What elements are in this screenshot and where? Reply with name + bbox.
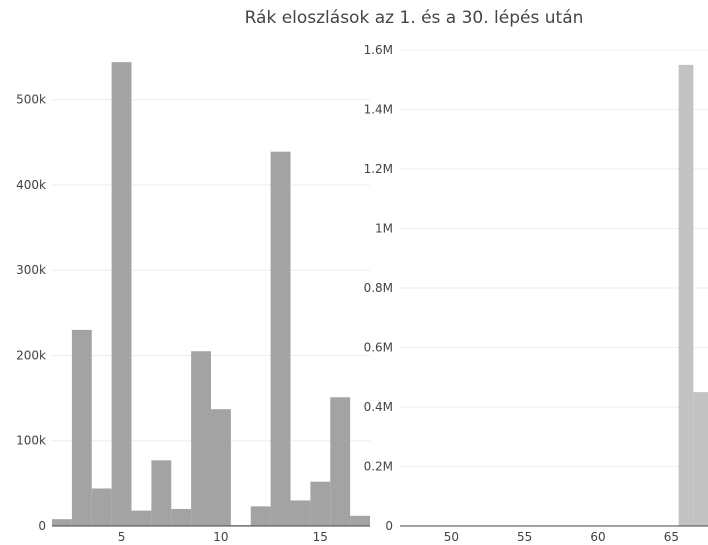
ytick-label-right-3: 0.6M	[364, 341, 393, 355]
bar-left-3	[111, 62, 132, 526]
xtick-label-left-0: 5	[118, 530, 126, 544]
bar-left-5	[151, 460, 172, 526]
bar-left-1	[71, 329, 92, 526]
ytick-label-right-5: 1M	[375, 222, 393, 236]
chart-title: Rák eloszlások az 1. és a 30. lépés után	[244, 8, 584, 28]
xtick-label-right-0: 50	[444, 530, 459, 544]
ytick-label-right-2: 0.4M	[364, 400, 393, 414]
bar-left-4	[131, 510, 152, 526]
xtick-label-right-3: 65	[664, 530, 679, 544]
xtick-label-right-1: 55	[517, 530, 532, 544]
bar-right-1	[693, 392, 708, 526]
bar-left-2	[91, 488, 112, 526]
xtick-label-right-2: 60	[590, 530, 605, 544]
ytick-label-left-4: 400k	[16, 178, 46, 192]
bar-left-14	[330, 397, 351, 526]
ytick-label-right-1: 0.2M	[364, 460, 393, 474]
subplot-right: 0 0.2M 0.4M 0.6M 0.8M 1M 1.2M 1.4M 1.6M 50 55 60 65	[364, 43, 708, 544]
ytick-label-right-7: 1.4M	[364, 103, 393, 117]
bar-left-7	[191, 351, 211, 526]
bar-left-10	[250, 506, 271, 526]
ytick-label-left-0: 0	[38, 519, 46, 533]
xtick-label-left-1: 10	[213, 530, 228, 544]
bar-left-11	[270, 151, 291, 526]
bar-left-13	[310, 481, 331, 526]
ytick-label-right-0: 0	[385, 519, 393, 533]
bar-left-0	[52, 519, 72, 526]
ytick-label-left-5: 500k	[16, 93, 46, 107]
subplot-left: 0 100k 200k 300k 400k 500k 5 10 15	[16, 62, 370, 544]
ytick-label-right-8: 1.6M	[364, 43, 393, 57]
xtick-label-left-2: 15	[313, 530, 328, 544]
bar-left-12	[290, 500, 311, 526]
ytick-label-right-6: 1.2M	[364, 162, 393, 176]
ytick-label-right-4: 0.8M	[364, 281, 393, 295]
ytick-label-left-1: 100k	[16, 434, 46, 448]
bar-left-6	[171, 508, 192, 526]
ytick-label-left-2: 200k	[16, 348, 46, 362]
bar-right-0	[678, 64, 694, 526]
ytick-label-left-3: 300k	[16, 263, 46, 277]
bar-left-15	[350, 515, 370, 526]
bar-left-8	[211, 409, 231, 526]
